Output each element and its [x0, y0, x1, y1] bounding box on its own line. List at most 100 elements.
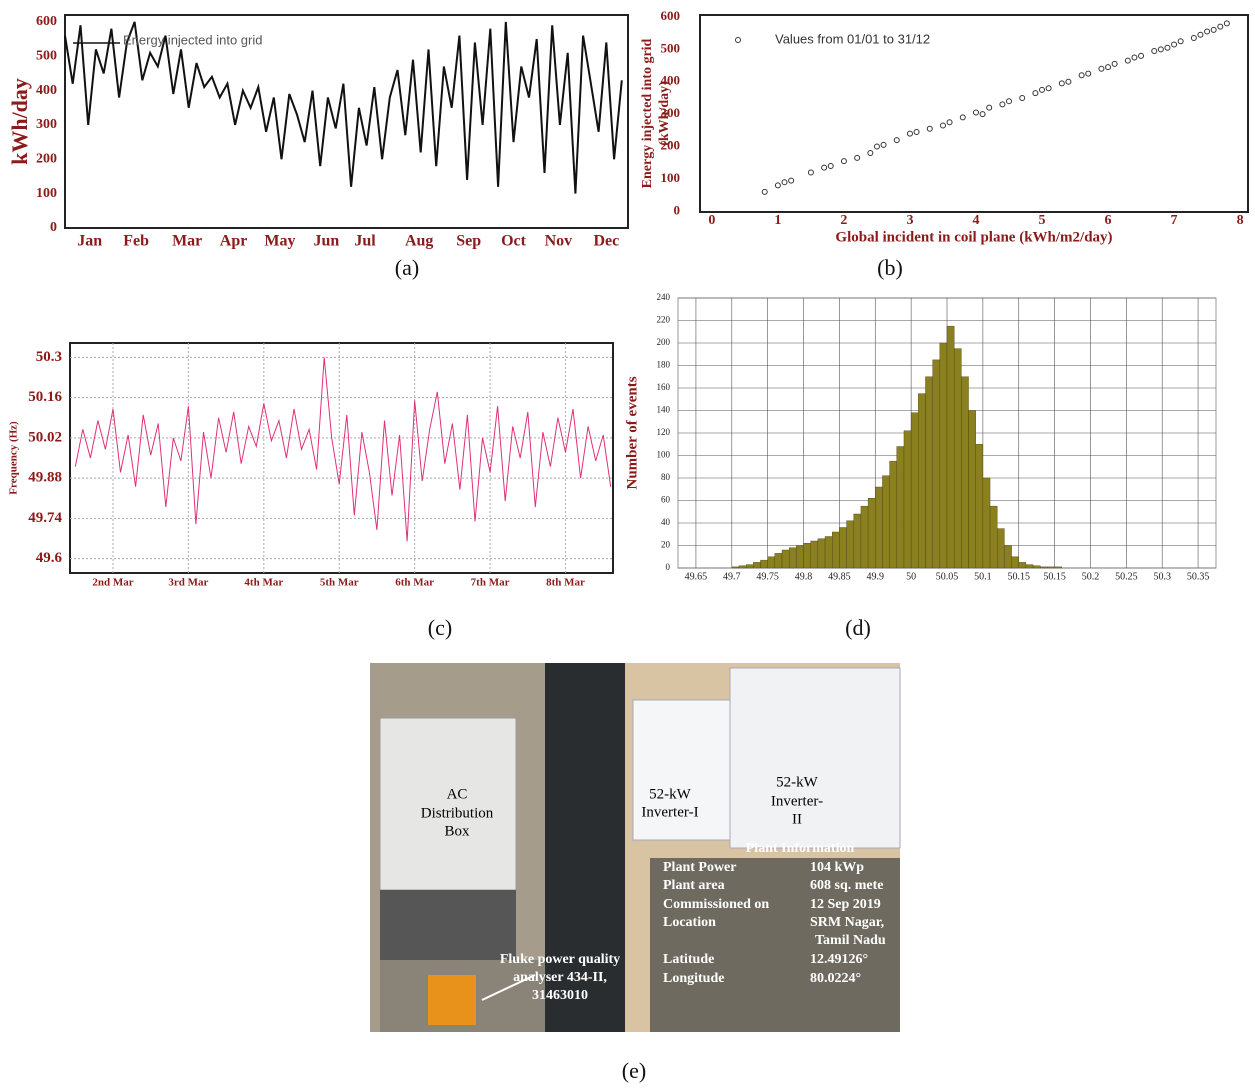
scatter-point [774, 182, 781, 189]
histogram-bar [738, 565, 747, 569]
scatter-point [827, 162, 834, 169]
x-tick-label: 0 [708, 213, 715, 228]
y-tick-label: 160 [657, 382, 671, 392]
caption: (c) [428, 615, 452, 640]
y-tick-label: 500 [36, 48, 57, 63]
ac-label: AC [447, 786, 468, 802]
y-axis-label: Energy injected into grid [640, 38, 655, 188]
y-tick-label: 180 [657, 360, 671, 370]
ac-box [379, 717, 517, 891]
scatter-point [761, 188, 768, 195]
histogram-bar [1018, 562, 1027, 569]
plant-info-title: Plant Information [746, 841, 855, 856]
inverter-label: II [792, 811, 802, 827]
scatter-point [1177, 38, 1184, 45]
y-tick-label: 200 [657, 337, 671, 347]
caption: (d) [845, 615, 871, 640]
histogram-bar [882, 475, 890, 569]
histogram-bar [853, 513, 862, 569]
y-tick-label: 140 [657, 405, 671, 415]
x-tick-label: 8th Mar [546, 577, 585, 589]
scatter-point [788, 177, 795, 184]
x-tick-label: Aug [405, 233, 433, 250]
x-tick-label: 4th Mar [244, 577, 283, 589]
scatter-point [1164, 44, 1171, 51]
plant-info-value: SRM Nagar, [810, 915, 884, 930]
histogram-bar [925, 376, 933, 569]
histogram-bar [753, 562, 761, 569]
data-line [64, 21, 623, 194]
x-tick-label: Nov [545, 233, 573, 250]
x-tick-label: 50.3 [1153, 571, 1171, 582]
x-tick-label: Dec [593, 233, 619, 250]
analyser-label: analyser 434-II, [513, 970, 607, 985]
scatter-point [946, 119, 953, 126]
scatter-point [893, 137, 900, 144]
scatter-point [1157, 46, 1164, 53]
scatter-point [1210, 26, 1217, 33]
histogram-bar [767, 556, 776, 569]
scatter-point [972, 109, 979, 116]
scatter-point [1105, 64, 1112, 71]
scatter-point [1138, 52, 1145, 59]
inverter-label: 52-kW [649, 786, 691, 802]
x-tick-label: 49.9 [867, 571, 885, 582]
x-tick-label: May [264, 233, 295, 250]
histogram-bar [875, 486, 883, 569]
x-tick-label: Mar [172, 233, 202, 250]
analyser-device [428, 975, 476, 1025]
y-tick-label: 49.74 [28, 510, 62, 526]
x-tick-label: 7th Mar [471, 577, 510, 589]
histogram-bar [796, 545, 804, 569]
plant-info-value: 12.49126° [810, 952, 868, 967]
ac-label: Box [444, 823, 470, 839]
y-tick-label: 500 [661, 40, 681, 55]
scatter-point [1197, 31, 1204, 38]
histogram-bar [946, 325, 955, 569]
scatter-point [1039, 86, 1046, 93]
x-tick-label: 4 [972, 213, 979, 228]
histogram-bar [1054, 566, 1062, 569]
x-tick-label: 5 [1039, 213, 1046, 228]
histogram-bar [975, 444, 984, 569]
histogram-bar [932, 359, 941, 569]
scatter-point [867, 150, 874, 157]
lower-panels [650, 858, 900, 1032]
x-tick-label: 2 [840, 213, 847, 228]
legend-label: Energy injected into grid [123, 32, 262, 47]
y-tick-label: 80 [661, 472, 671, 482]
inverter-2 [729, 667, 901, 849]
x-tick-label: 50.2 [1082, 571, 1100, 582]
scatter-point [1171, 41, 1178, 48]
y-axis-label: Frequency (Hz) [8, 421, 20, 495]
x-tick-label: 50.35 [1187, 571, 1210, 582]
x-tick-label: Apr [220, 233, 248, 250]
histogram-bar [867, 498, 876, 569]
histogram-bar [810, 540, 819, 569]
x-tick-label: 3rd Mar [168, 577, 208, 589]
y-tick-label: 0 [666, 562, 671, 572]
histogram-bar [846, 520, 854, 569]
scatter-point [1151, 47, 1158, 54]
scatter-point [1058, 80, 1065, 87]
histogram-bar [745, 564, 754, 569]
y-axis-label: (kWh/day) [657, 81, 672, 146]
histogram-bar [989, 505, 998, 569]
y-tick-label: 49.88 [28, 470, 62, 486]
y-tick-label: 50.16 [28, 389, 62, 405]
histogram-bar [961, 376, 969, 569]
y-tick-label: 240 [657, 292, 671, 302]
histogram-bar [918, 393, 926, 569]
x-tick-label: 49.65 [685, 571, 708, 582]
histogram-bar [997, 528, 1005, 569]
x-tick-label: 8 [1237, 213, 1244, 228]
histogram-bar [1025, 564, 1034, 569]
plant-info-label: Plant Power [663, 860, 736, 875]
x-tick-label: Oct [501, 233, 527, 250]
scatter-point [873, 143, 880, 150]
cable-duct [545, 663, 625, 1032]
scatter-point [1045, 85, 1052, 92]
plant-info-value: 80.0224° [810, 971, 861, 986]
x-tick-label: 3 [906, 213, 913, 228]
